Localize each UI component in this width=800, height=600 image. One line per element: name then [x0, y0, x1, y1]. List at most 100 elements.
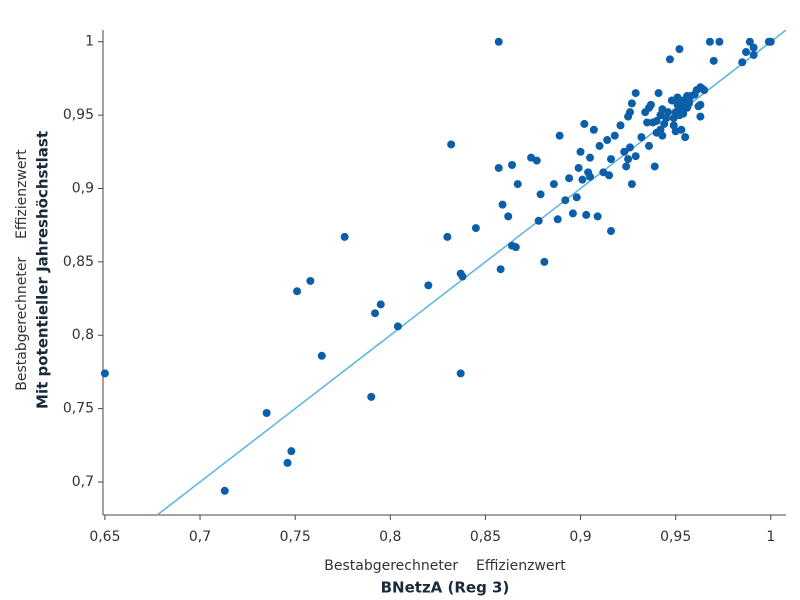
point	[738, 58, 747, 67]
y-axis-label: Bestabgerechneter Effizienzwert	[14, 149, 30, 391]
point	[627, 99, 636, 108]
x-tick-label: 1	[766, 529, 775, 545]
point	[610, 131, 619, 140]
point	[306, 276, 315, 285]
point	[631, 152, 640, 161]
point	[665, 55, 674, 64]
point	[287, 447, 296, 456]
point	[568, 209, 577, 218]
x-tick-label: 0,7	[189, 529, 211, 545]
point	[532, 156, 541, 165]
point	[540, 257, 549, 266]
point	[625, 108, 634, 117]
point	[576, 147, 585, 156]
point	[589, 125, 598, 134]
point	[534, 216, 543, 225]
point	[645, 141, 654, 150]
point	[100, 369, 109, 378]
point	[340, 232, 349, 241]
point	[700, 86, 709, 95]
point	[447, 140, 456, 149]
point	[749, 50, 758, 59]
point	[606, 155, 615, 164]
point	[458, 272, 467, 281]
y-tick-label: 0,95	[63, 107, 94, 123]
point	[561, 196, 570, 205]
point	[650, 162, 659, 171]
x-tick-label: 0,85	[470, 529, 501, 545]
point	[709, 56, 718, 65]
point	[654, 89, 663, 98]
point	[622, 162, 631, 171]
point	[494, 37, 503, 46]
y-tick-label: 0,7	[72, 474, 94, 490]
x-tick-label: 0,75	[280, 529, 311, 545]
point	[595, 141, 604, 150]
point	[376, 300, 385, 309]
x-tick-label: 0,65	[89, 529, 120, 545]
point	[553, 215, 562, 224]
point	[549, 180, 558, 189]
point	[371, 309, 380, 318]
x-tick-label: 0,95	[660, 529, 691, 545]
point	[745, 37, 754, 46]
x-tick-label: 0,8	[379, 529, 401, 545]
point	[367, 392, 376, 401]
point	[677, 125, 686, 134]
point	[664, 108, 673, 117]
point	[471, 224, 480, 233]
point	[652, 116, 661, 125]
point	[675, 45, 684, 54]
point	[580, 119, 589, 128]
point	[443, 232, 452, 241]
point	[616, 121, 625, 130]
point	[498, 200, 507, 209]
y-tick-label: 0,85	[63, 254, 94, 270]
point	[494, 163, 503, 172]
point	[536, 190, 545, 199]
point	[496, 265, 505, 274]
point	[317, 351, 326, 360]
point	[456, 369, 465, 378]
point	[684, 99, 693, 108]
point	[593, 212, 602, 221]
point	[262, 409, 271, 418]
y-tick-label: 0,75	[63, 401, 94, 417]
point	[572, 193, 581, 202]
point	[627, 180, 636, 189]
point	[293, 287, 302, 296]
point	[742, 48, 751, 57]
y-axis-label-bold: Mit potentieller Jahreshöchstlast	[34, 131, 52, 409]
y-tick-label: 1	[85, 34, 94, 50]
point	[605, 171, 614, 180]
point	[578, 175, 587, 184]
x-axis-label: Bestabgerechneter Effizienzwert	[324, 558, 566, 574]
point	[749, 43, 758, 52]
point	[582, 210, 591, 219]
point	[624, 155, 633, 164]
point	[658, 131, 667, 140]
x-tick-label: 0,9	[569, 529, 591, 545]
point	[586, 172, 595, 181]
point	[620, 147, 629, 156]
point	[513, 180, 522, 189]
point	[586, 153, 595, 162]
point	[766, 37, 775, 46]
point	[681, 133, 690, 142]
point	[393, 322, 402, 331]
x-axis-label-bold: BNetzA (Reg 3)	[381, 579, 510, 597]
point	[220, 486, 229, 495]
point	[574, 163, 583, 172]
point	[565, 174, 574, 183]
point	[637, 133, 646, 142]
point	[679, 109, 688, 118]
point	[646, 100, 655, 109]
point	[603, 136, 612, 145]
y-tick-label: 0,8	[72, 327, 94, 343]
point	[555, 131, 564, 140]
point	[643, 118, 652, 127]
point	[705, 37, 714, 46]
point	[606, 227, 615, 236]
point	[625, 143, 634, 152]
